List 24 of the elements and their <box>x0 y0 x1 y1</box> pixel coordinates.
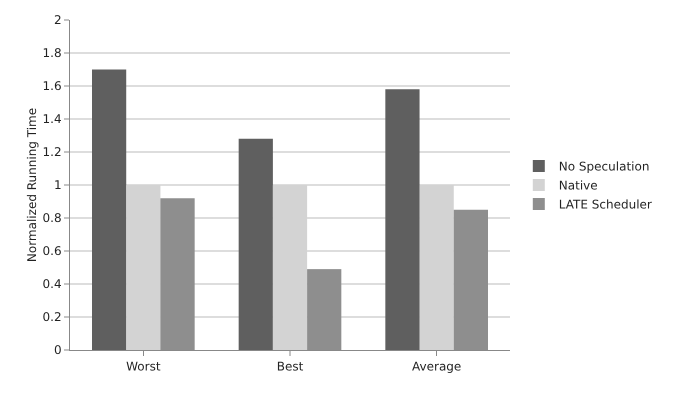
y-tick-label: 0.4 <box>42 277 62 292</box>
bar <box>272 185 308 350</box>
y-tick-label: 1.2 <box>42 145 62 160</box>
y-tick-label: 1.4 <box>42 112 62 126</box>
legend-label: Native <box>558 178 598 193</box>
x-tick-label: Best <box>276 359 304 374</box>
y-tick-label: 1.8 <box>42 46 62 60</box>
y-tick-label: 0.2 <box>42 310 62 324</box>
y-tick-label: 1.6 <box>42 79 62 94</box>
x-tick-label: Worst <box>126 359 161 374</box>
bar <box>126 185 160 350</box>
y-tick-label: 0.8 <box>42 211 62 226</box>
bar <box>385 89 420 350</box>
y-tick-label: 0 <box>54 343 62 358</box>
y-axis-title: Normalized Running Time <box>25 108 39 262</box>
legend-label: No Speculation <box>558 160 650 174</box>
legend-label: LATE Scheduler <box>558 198 652 212</box>
y-tick-label: 2 <box>54 13 62 28</box>
bar <box>420 185 454 350</box>
bar <box>238 138 273 350</box>
y-tick-label: 0.6 <box>42 244 62 258</box>
bar <box>92 70 126 350</box>
x-tick-label: Average <box>412 359 462 374</box>
y-tick-label: 1 <box>54 178 62 192</box>
